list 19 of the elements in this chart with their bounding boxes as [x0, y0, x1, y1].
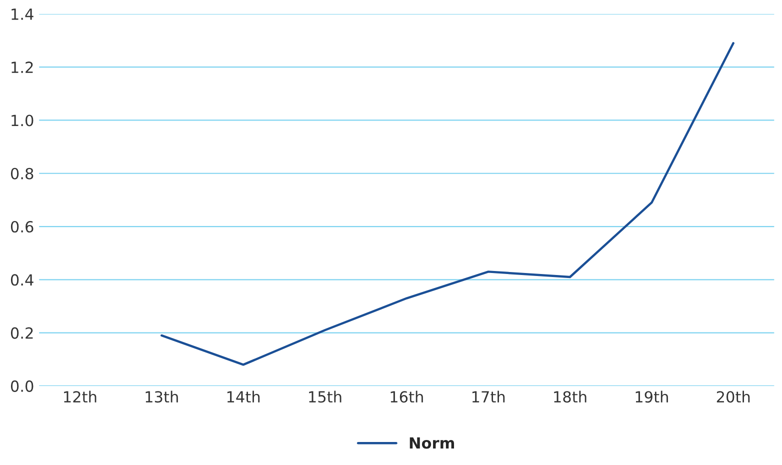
x-tick-label: 15th: [309, 390, 342, 403]
x-tick-label: 16th: [390, 390, 423, 403]
line-series: [160, 42, 734, 366]
legend-label: Norm: [410, 437, 454, 449]
x-tick-label: 13th: [146, 390, 178, 403]
x-tick-label: 20th: [716, 390, 750, 403]
x-tick-label: 19th: [636, 390, 668, 403]
y-tick-label: 0.8: [10, 168, 34, 180]
y-tick-label: 1.0: [12, 114, 34, 126]
x-tick-label: 12th: [64, 390, 96, 402]
y-tick-label: 1.4: [12, 8, 34, 20]
x-tick-label: 18th: [554, 390, 586, 403]
y-tick-label: 0.4: [10, 274, 34, 286]
x-tick-label: 14th: [227, 390, 260, 402]
y-tick-label: 0.6: [10, 220, 34, 233]
y-tick-label: 0.2: [10, 327, 33, 339]
y-tick-label: 0.0: [10, 380, 34, 392]
y-tick-label: 1.2: [12, 62, 33, 73]
x-tick-label: 17th: [472, 390, 505, 402]
